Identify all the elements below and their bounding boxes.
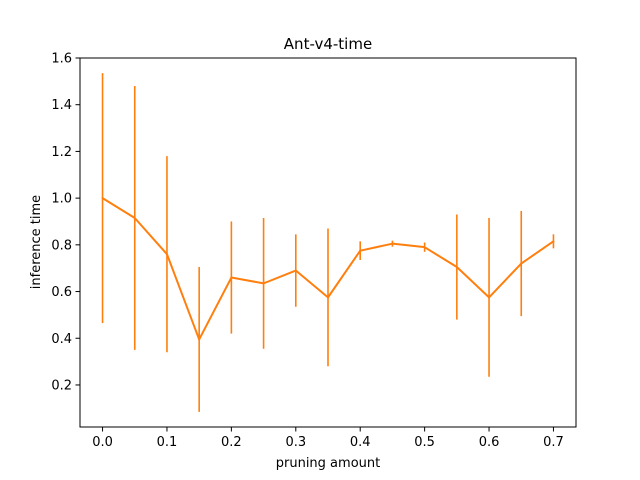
y-tick-label: 1.0 (51, 192, 72, 207)
axes: 0.0 0.1 0.2 0.3 0.4 0.5 0.6 0.7 0.2 0.4 0.6 0.8 1.0 1… (51, 52, 577, 450)
x-tick-label: 0.0 (92, 435, 113, 450)
y-tick-label: 0.6 (51, 285, 72, 300)
chart-title: Ant-v4-time (284, 35, 372, 53)
y-tick-label: 1.4 (51, 98, 72, 113)
data-point (262, 282, 265, 285)
data-point (423, 246, 426, 249)
data-point (552, 240, 555, 243)
y-tick-label: 1.6 (51, 52, 72, 67)
data-point (455, 266, 458, 269)
x-tick-label: 0.2 (221, 435, 242, 450)
plot-area (101, 73, 555, 412)
x-tick-label: 0.1 (157, 435, 178, 450)
data-point (488, 296, 491, 299)
x-tick-label: 0.7 (543, 435, 564, 450)
data-point (133, 216, 136, 219)
axes-frame (79, 57, 577, 428)
data-point (198, 338, 201, 341)
x-axis-label: pruning amount (276, 456, 380, 471)
x-tick-label: 0.5 (414, 435, 435, 450)
x-tick-label: 0.4 (350, 435, 371, 450)
x-tick-label: 0.3 (285, 435, 306, 450)
data-point (359, 249, 362, 252)
y-axis-label: inference time (29, 195, 44, 289)
data-point (327, 296, 329, 299)
y-tick-label: 0.2 (51, 378, 72, 393)
y-tick-label: 0.8 (51, 238, 72, 253)
y-tick-label: 0.4 (51, 332, 72, 347)
y-tick-label: 1.2 (51, 145, 72, 160)
x-tick-label: 0.6 (479, 435, 500, 450)
data-point (391, 242, 394, 245)
data-point (101, 197, 104, 200)
data-point (230, 276, 233, 279)
data-point (294, 269, 297, 272)
data-point (520, 262, 523, 265)
data-point (165, 253, 168, 256)
